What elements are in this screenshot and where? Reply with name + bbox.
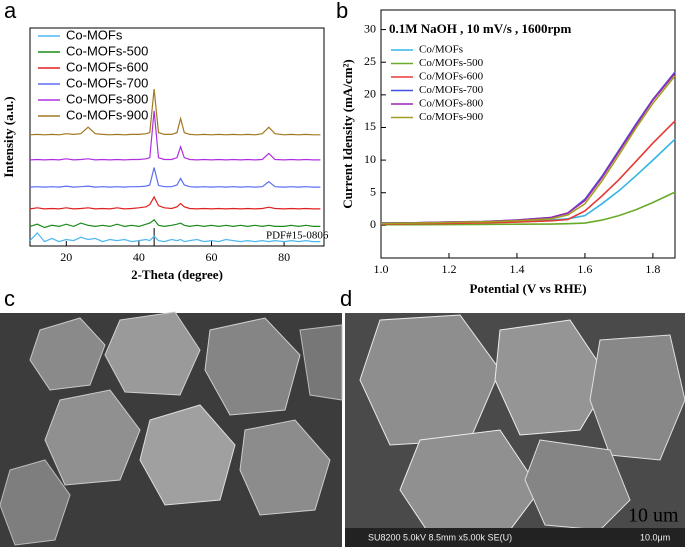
legend-label: Co-MOFs-900 — [66, 107, 148, 122]
scale-bar: 10.0μm — [640, 532, 670, 542]
panel-label: b — [336, 0, 348, 23]
legend-label: Co/MOFs-900 — [419, 111, 484, 123]
series-line — [381, 191, 676, 226]
panel-label: c — [4, 286, 15, 311]
legend-label: Co/MOFs-500 — [419, 57, 484, 69]
legend-label: Co-MOFs — [66, 27, 123, 42]
y-tick-label: 25 — [364, 54, 376, 68]
x-tick-label: 1.2 — [441, 262, 456, 276]
x-axis-label: 2-Theta (degree) — [131, 267, 223, 282]
legend-label: Co-MOFs-600 — [66, 59, 148, 74]
y-tick-label: 10 — [364, 152, 376, 166]
x-tick-label: 20 — [60, 250, 72, 264]
legend-label: Co-MOFs-500 — [66, 43, 148, 58]
legend-label: Co/MOFs-700 — [419, 84, 484, 96]
legend-label: Co-MOFs-800 — [66, 91, 148, 106]
y-tick-label: 5 — [370, 184, 376, 198]
series-line — [29, 195, 321, 210]
sem-info: SU8200 5.0kV 8.5mm x5.00k SE(U) — [368, 532, 512, 542]
x-tick-label: 1.4 — [509, 262, 524, 276]
series-line — [380, 75, 676, 225]
x-tick-label: 1.0 — [374, 262, 389, 276]
x-tick-label: 60 — [205, 250, 217, 264]
legend-label: Co/MOFs-800 — [419, 98, 484, 110]
legend-label: Co/MOFs — [419, 44, 463, 56]
y-tick-label: 20 — [364, 87, 376, 101]
plot-frame — [29, 27, 325, 247]
series-line — [29, 88, 321, 136]
legend-label: Co-MOFs-700 — [66, 75, 148, 90]
y-tick-label: 30 — [364, 21, 376, 35]
x-tick-label: 80 — [278, 250, 290, 264]
y-axis-label: Current Idensity (mA/cm²) — [340, 59, 355, 209]
x-tick-label: 40 — [133, 250, 145, 264]
chart-title: 0.1M NaOH , 10 mV/s , 1600rpm — [389, 21, 572, 36]
annotation: PDF#15-0806 — [266, 230, 329, 242]
y-axis-label: Intensity (a.u.) — [1, 96, 16, 177]
legend-label: Co/MOFs-600 — [419, 71, 484, 83]
x-axis-label: Potential (V vs RHE) — [469, 281, 586, 296]
x-tick-label: 1.8 — [645, 262, 660, 276]
sem-image-d — [345, 313, 685, 547]
series-line — [29, 218, 321, 229]
series-line — [29, 110, 321, 161]
series-line — [29, 167, 321, 188]
scale-label: 10 um — [628, 505, 679, 527]
plot-frame — [380, 9, 676, 259]
series-line — [29, 231, 321, 243]
panel-label: a — [4, 0, 17, 23]
y-tick-label: 15 — [364, 119, 376, 133]
series-line — [380, 120, 676, 225]
x-tick-label: 1.6 — [577, 262, 592, 276]
sem-image-c — [0, 311, 343, 547]
panel-label: d — [340, 286, 352, 311]
y-tick-label: 0 — [370, 217, 376, 231]
